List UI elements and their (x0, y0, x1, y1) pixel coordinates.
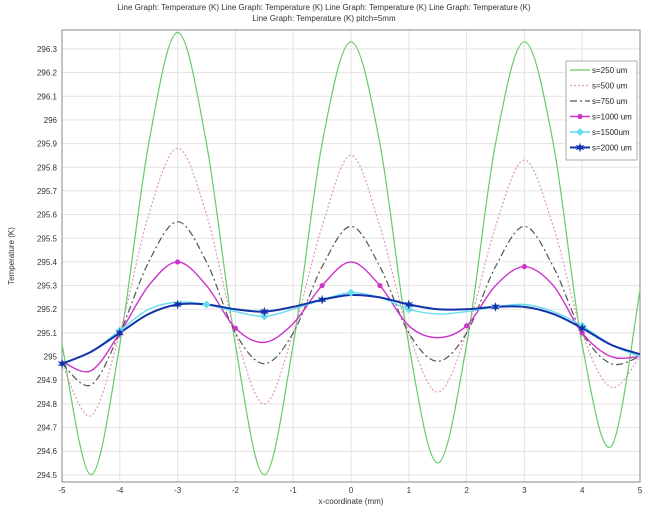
x-tick-label: -3 (174, 486, 182, 495)
y-tick-label: 295.1 (37, 329, 58, 338)
y-tick-label: 294.5 (37, 471, 58, 480)
legend-entry: s=250 um (592, 66, 628, 75)
series-line-3 (61, 221, 641, 387)
x-tick-label: 3 (522, 486, 527, 495)
data-point-marker (377, 282, 383, 289)
data-point-marker (232, 325, 238, 331)
series-line-4 (61, 261, 641, 373)
grid (61, 30, 641, 482)
x-axis-ticks: -5 -4 -3 -2 -1 0 1 2 3 4 5 (58, 486, 642, 495)
y-tick-label: 294.8 (37, 400, 58, 409)
y-tick-label: 296.3 (37, 45, 58, 54)
data-point-marker (175, 259, 181, 265)
data-point-marker (521, 264, 528, 270)
y-tick-label: 295.4 (37, 258, 58, 267)
y-tick-label: 295.3 (37, 282, 58, 291)
y-tick-label: 294.7 (37, 424, 58, 433)
legend-entry: s=750 um (592, 97, 628, 106)
data-point-marker (202, 300, 211, 309)
data-point-marker (115, 327, 125, 338)
data-point-marker (57, 358, 67, 369)
data-point-marker (319, 282, 325, 289)
y-tick-label: 295.9 (37, 140, 58, 149)
legend: s=250 um s=500 um s=750 um s=1000 um s=1500u… (565, 60, 638, 161)
x-tick-label: -4 (116, 486, 124, 495)
x-tick-label: 4 (580, 486, 585, 495)
series-markers (57, 259, 587, 369)
x-tick-label: 0 (349, 486, 354, 495)
y-tick-label: 295.7 (37, 187, 58, 196)
y-tick-label: 296.1 (37, 92, 58, 101)
plot-area (61, 29, 641, 483)
y-tick-label: 296.2 (37, 69, 58, 78)
data-point-marker (317, 294, 327, 305)
x-tick-label: -2 (232, 486, 240, 495)
data-point-marker (347, 288, 355, 297)
data-point-marker (491, 301, 500, 312)
data-point-marker (577, 323, 587, 334)
x-tick-label: -5 (58, 486, 66, 495)
legend-entry: s=500 um (592, 82, 628, 91)
legend-entry: s=1000 um (592, 113, 632, 122)
y-tick-label: 295.2 (37, 305, 58, 314)
data-point-marker (259, 306, 269, 317)
data-point-marker (464, 323, 470, 329)
legend-entry: s=2000 um (592, 144, 632, 153)
legend-marker (575, 142, 585, 153)
y-tick-label: 295.5 (37, 234, 58, 243)
chart-title-line-1: Line Graph: Temperature (K) Line Graph: … (117, 3, 531, 12)
legend-entry: s=1500um (592, 128, 630, 137)
legend-marker (576, 128, 584, 136)
data-point-marker (404, 299, 414, 310)
y-tick-label: 295.6 (37, 211, 58, 220)
legend-box (565, 60, 638, 161)
legend-marker (577, 113, 583, 120)
y-axis-ticks: 294.5 294.6 294.7 294.8 294.9 295 295.1 295.2 29… (37, 45, 58, 480)
x-tick-label: 2 (464, 486, 469, 495)
y-tick-label: 294.6 (37, 447, 58, 456)
series-line-1 (61, 31, 641, 476)
x-axis-label: x-coordinate (mm) (319, 497, 384, 506)
x-tick-label: -1 (290, 486, 298, 495)
y-tick-label: 294.9 (37, 376, 58, 385)
y-axis-label: Temperature (K) (7, 227, 16, 285)
y-tick-label: 295 (44, 353, 58, 362)
x-tick-label: 5 (638, 486, 643, 495)
data-point-marker (173, 299, 182, 310)
y-tick-label: 296 (44, 116, 58, 125)
y-tick-label: 295.8 (37, 163, 58, 172)
x-tick-label: 1 (407, 486, 412, 495)
chart-title-line-2: Line Graph: Temperature (K) pitch=5mm (252, 14, 396, 23)
